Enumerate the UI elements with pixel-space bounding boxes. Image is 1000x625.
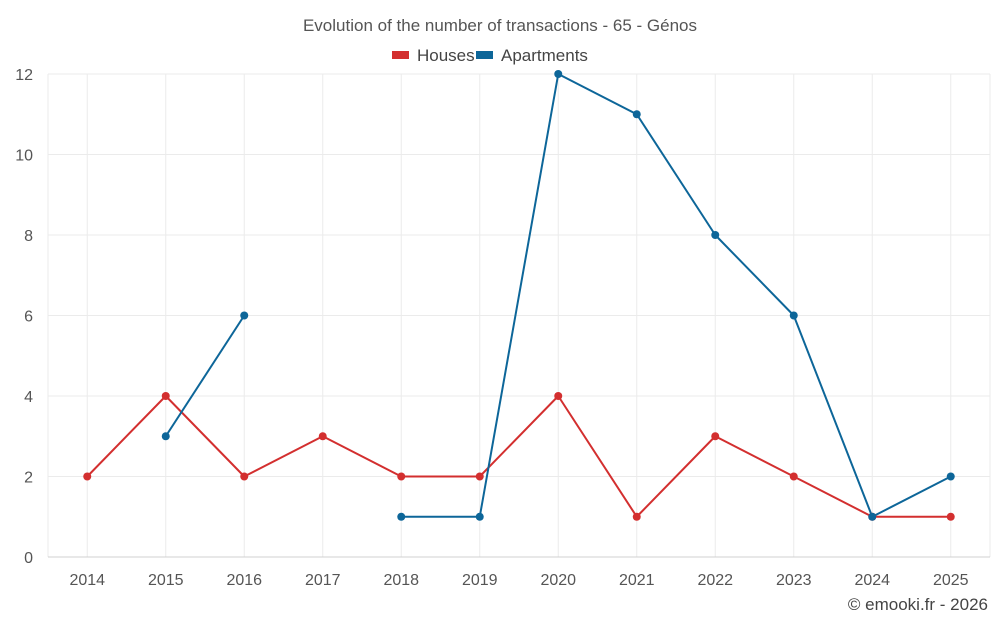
data-point-apartments-2016	[240, 311, 249, 320]
data-point-houses-2015	[161, 392, 170, 400]
y-tick-label: 0	[24, 550, 33, 567]
x-tick-label: 2023	[776, 572, 812, 589]
data-point-houses-2016	[240, 472, 249, 481]
data-point-apartments-2024	[868, 512, 877, 521]
legend-swatch-apartments	[476, 51, 493, 59]
legend-label-houses: Houses	[417, 46, 475, 65]
x-tick-label: 2015	[148, 572, 184, 589]
y-tick-label: 6	[24, 309, 33, 326]
y-tick-label: 8	[24, 228, 33, 245]
data-point-apartments-2018	[397, 512, 406, 521]
data-point-houses-2022	[711, 432, 720, 441]
data-point-houses-2021	[632, 512, 641, 521]
data-point-houses-2023	[789, 472, 798, 481]
x-tick-label: 2020	[540, 572, 576, 589]
y-tick-label: 4	[24, 389, 33, 406]
x-tick-label: 2024	[854, 572, 890, 589]
data-point-apartments-2021	[632, 110, 641, 119]
y-tick-label: 10	[15, 148, 33, 165]
data-point-houses-2019	[475, 472, 484, 481]
legend-swatch-houses	[392, 51, 409, 59]
x-tick-label: 2017	[305, 572, 341, 589]
y-tick-label: 2	[24, 470, 33, 487]
x-tick-label: 2016	[226, 572, 262, 589]
x-tick-label: 2014	[69, 572, 105, 589]
x-tick-label: 2019	[462, 572, 498, 589]
series-line-apartments	[401, 73, 952, 518]
x-tick-label: 2025	[933, 572, 969, 589]
y-tick-label: 12	[15, 67, 33, 84]
data-point-apartments-2019	[475, 512, 484, 521]
series-line-apartments	[164, 314, 246, 437]
x-tick-label: 2018	[383, 572, 419, 589]
footer-credit: © emooki.fr - 2026	[847, 595, 988, 614]
data-point-houses-2014	[83, 472, 92, 481]
x-tick-label: 2022	[697, 572, 733, 589]
data-point-apartments-2025	[946, 472, 955, 481]
data-point-apartments-2022	[711, 231, 720, 239]
data-point-houses-2017	[318, 432, 327, 441]
series-line-houses	[86, 395, 951, 518]
data-point-houses-2020	[554, 392, 563, 400]
data-point-houses-2025	[946, 512, 955, 521]
data-point-apartments-2015	[161, 432, 170, 441]
data-point-houses-2018	[397, 472, 406, 481]
legend-label-apartments: Apartments	[501, 46, 588, 65]
x-tick-label: 2021	[619, 572, 655, 589]
data-point-apartments-2023	[789, 311, 798, 320]
data-point-apartments-2020	[554, 70, 563, 78]
chart-title: Evolution of the number of transactions …	[303, 16, 697, 35]
